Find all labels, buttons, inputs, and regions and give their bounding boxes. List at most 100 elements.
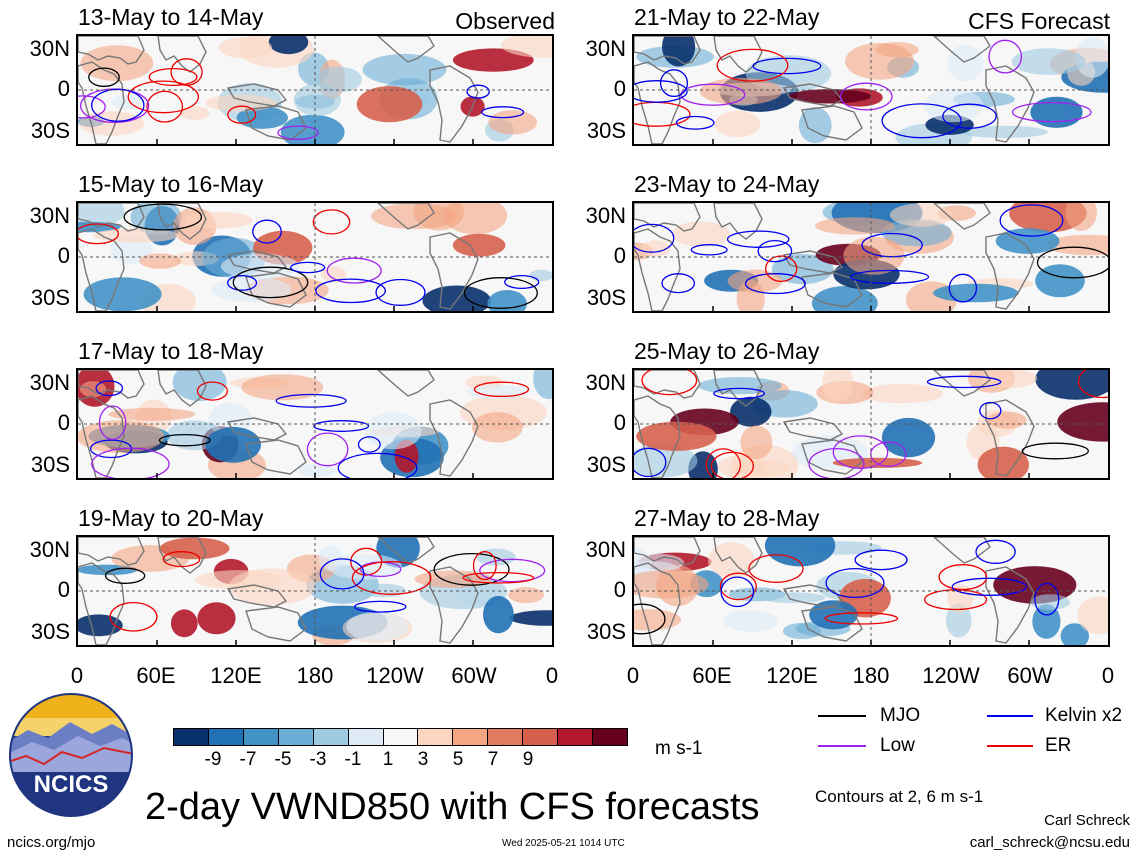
kelvin-contour: [353, 600, 407, 613]
coastline: [782, 417, 844, 441]
kelvin-contour: [825, 567, 885, 599]
coastline: [78, 537, 145, 566]
negative-vwnd-anomaly: [782, 622, 821, 640]
kelvin-contour: [690, 244, 728, 256]
coastline: [985, 65, 1035, 143]
positive-vwnd-anomaly: [987, 411, 1027, 429]
negative-vwnd-anomaly: [698, 377, 782, 395]
kelvin-contour: [726, 230, 790, 248]
positive-vwnd-anomaly: [889, 203, 953, 227]
lon-tick-label: 60W: [451, 663, 497, 688]
coastline: [226, 83, 288, 107]
er-contour: [351, 561, 432, 595]
coastline: [245, 105, 307, 141]
low-contour: [1011, 101, 1092, 123]
positive-vwnd-anomaly: [832, 457, 923, 468]
low-contour: [832, 435, 889, 469]
colorbar-units: m s-1: [655, 738, 703, 759]
coastline: [932, 203, 991, 230]
positive-vwnd-anomaly: [699, 77, 783, 105]
kelvin-contour: [757, 239, 793, 263]
colorbar-tick-label: 7: [487, 749, 499, 770]
coastline: [801, 105, 863, 141]
colorbar-swatch: [487, 728, 524, 746]
positive-vwnd-anomaly: [179, 106, 210, 120]
lat-tick-label: 0: [57, 76, 70, 101]
er-contour: [162, 551, 201, 568]
negative-vwnd-anomaly: [1035, 370, 1108, 400]
lon-tick-label: 120W: [366, 663, 424, 688]
er-contour: [641, 370, 698, 396]
negative-vwnd-anomaly: [881, 219, 952, 247]
colorbar-tick-label: 9: [522, 749, 534, 770]
author-email[interactable]: carl_schreck@ncsu.edu: [969, 834, 1130, 851]
website-link[interactable]: ncics.org/mjo: [7, 834, 96, 851]
colorbar-tick-label: -7: [239, 749, 257, 770]
panel-source-tag: CFS Forecast: [968, 8, 1110, 34]
positive-vwnd-anomaly: [197, 602, 236, 635]
mjo-legend-line: [818, 715, 866, 717]
lon-tick-label: 0: [70, 663, 84, 688]
negative-vwnd-anomaly: [346, 611, 409, 642]
mjo-contour: [463, 277, 538, 309]
positive-vwnd-anomaly: [488, 110, 538, 135]
low-contour: [91, 447, 170, 478]
kelvin-contour: [951, 577, 1027, 596]
colorbar-tick-label: 1: [382, 749, 394, 770]
positive-vwnd-anomaly: [108, 407, 196, 421]
positive-vwnd-anomaly: [501, 36, 552, 58]
lon-tick-label: 120W: [922, 663, 980, 688]
coastline: [634, 395, 681, 478]
map-canvas: [78, 537, 552, 645]
positive-vwnd-anomaly: [1046, 234, 1108, 256]
mjo-contour: [1036, 246, 1108, 279]
negative-vwnd-anomaly: [362, 53, 447, 86]
timestamp: Wed 2025-05-21 1014 UTC: [502, 838, 625, 849]
map-canvas: [634, 36, 1108, 144]
coastline: [157, 203, 207, 240]
positive-vwnd-anomaly: [159, 537, 230, 560]
lon-tick-label: 60E: [136, 663, 176, 688]
lat-tick-label: 30N: [585, 370, 626, 395]
coastline: [226, 417, 288, 441]
kelvin-contour: [975, 539, 1016, 564]
negative-vwnd-anomaly: [280, 114, 345, 144]
positive-vwnd-anomaly: [139, 253, 182, 269]
kelvin-contour: [675, 115, 715, 130]
contour-note: Contours at 2, 6 m s-1: [815, 787, 984, 806]
kelvin-contour: [634, 223, 675, 253]
lat-tick-label: 30N: [29, 537, 70, 562]
coastline: [78, 228, 125, 311]
coastline: [801, 606, 863, 642]
er-contour: [1077, 370, 1108, 399]
lon-tick-label: 120E: [766, 663, 818, 688]
colorbar-tick-label: -9: [204, 749, 222, 770]
er-legend-line: [987, 745, 1033, 747]
vwnd-map-panel: [76, 368, 554, 480]
coastline: [801, 272, 863, 308]
coastline: [634, 562, 681, 645]
positive-vwnd-anomaly: [205, 94, 277, 112]
negative-vwnd-anomaly: [1030, 594, 1070, 610]
negative-vwnd-anomaly: [172, 370, 227, 402]
negative-vwnd-anomaly: [533, 370, 552, 399]
positive-vwnd-anomaly: [1065, 203, 1097, 231]
coastline: [78, 61, 125, 144]
positive-vwnd-anomaly: [185, 211, 253, 229]
coastline: [634, 36, 701, 65]
kelvin-contour: [337, 452, 418, 478]
positive-vwnd-anomaly: [194, 570, 283, 590]
er-contour: [148, 67, 198, 87]
negative-vwnd-anomaly: [205, 426, 261, 463]
lon-tick-label: 0: [1101, 663, 1115, 688]
lat-tick-label: 30N: [29, 36, 70, 61]
legend-label: ER: [1045, 735, 1072, 756]
positive-vwnd-anomaly: [218, 36, 273, 59]
coastline: [634, 370, 701, 399]
negative-vwnd-anomaly: [1011, 48, 1086, 75]
panel-title: 13-May to 14-May: [78, 4, 264, 30]
coastline: [157, 36, 207, 73]
panel-title: 19-May to 20-May: [78, 505, 264, 531]
coastline: [634, 203, 701, 232]
negative-vwnd-anomaly: [945, 603, 972, 638]
